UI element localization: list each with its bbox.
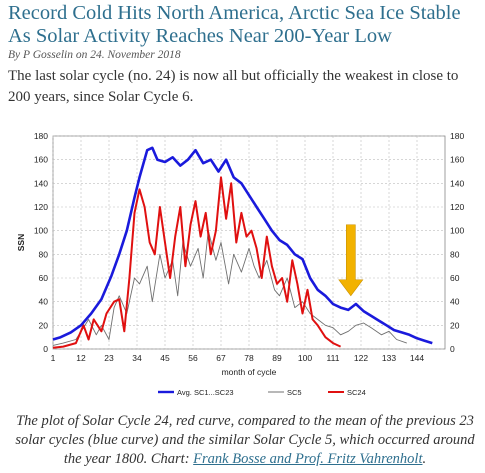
x-tick-label: 34	[132, 353, 142, 363]
intro-paragraph: The last solar cycle (no. 24) is now all…	[8, 68, 459, 105]
legend-label: SC24	[347, 388, 366, 397]
byline: By P Gosselin on 24. November 2018	[8, 49, 181, 61]
y-tick-label-right: 160	[450, 155, 464, 165]
figure-caption: The plot of Solar Cycle 24, red curve, c…	[15, 412, 475, 469]
x-tick-label: 12	[76, 353, 86, 363]
x-tick-label: 23	[104, 353, 114, 363]
x-tick-label: 1	[51, 353, 56, 363]
byline-prefix: By	[8, 49, 21, 61]
solar-cycle-chart: 0 0 20 20 40 40 60 60 80 80 100 100 120 120 140 140 160 1…	[8, 124, 476, 406]
x-tick-label: 89	[272, 353, 282, 363]
x-tick-label: 133	[382, 353, 396, 363]
y-tick-label-left: 60	[39, 273, 49, 283]
date-prefix: on	[75, 49, 88, 61]
y-tick-label-left: 80	[39, 249, 49, 259]
x-tick-label: 45	[160, 353, 170, 363]
series-line-sc24	[52, 176, 342, 349]
x-tick-label: 56	[188, 353, 198, 363]
yellow-arrow-annotation	[338, 224, 364, 297]
x-tick-label: 78	[244, 353, 254, 363]
author-link[interactable]: P Gosselin	[23, 49, 73, 61]
caption-end: .	[422, 451, 427, 467]
y-tick-label-right: 0	[450, 344, 455, 354]
x-tick-label: 67	[216, 353, 226, 363]
chart-svg: 0 0 20 20 40 40 60 60 80 80 100 100 120 120 140 140 160 1…	[16, 131, 464, 397]
y-tick-label-left: 100	[34, 226, 48, 236]
x-tick-label: 122	[354, 353, 368, 363]
post-date: 24. November 2018	[90, 49, 181, 61]
y-tick-label-left: 120	[34, 202, 48, 212]
y-tick-label-right: 80	[450, 249, 460, 259]
x-tick-label: 144	[410, 353, 424, 363]
y-tick-label-right: 40	[450, 297, 460, 307]
article-title[interactable]: Record Cold Hits North America, Arctic S…	[8, 2, 461, 47]
y-tick-label-right: 140	[450, 178, 464, 188]
y-tick-label-right: 60	[450, 273, 460, 283]
chart-source-link[interactable]: Frank Bosse and Prof. Fritz Vahrenholt	[193, 451, 423, 467]
legend-label: Avg. SC1...SC23	[177, 388, 234, 397]
y-axis-label: SSN	[16, 234, 26, 251]
legend-label: SC5	[287, 388, 302, 397]
y-tick-label-left: 160	[34, 155, 48, 165]
y-tick-label-right: 100	[450, 226, 464, 236]
y-tick-label-left: 20	[39, 320, 49, 330]
y-tick-label-right: 180	[450, 131, 464, 141]
y-tick-label-left: 180	[34, 131, 48, 141]
y-tick-label-right: 20	[450, 320, 460, 330]
x-axis-label: month of cycle	[222, 367, 277, 377]
caption-text: The plot of Solar Cycle 24, red curve, c…	[15, 413, 475, 467]
y-tick-label-left: 0	[43, 344, 48, 354]
y-tick-label-right: 120	[450, 202, 464, 212]
y-tick-label-left: 40	[39, 297, 49, 307]
x-tick-label: 111	[327, 353, 340, 363]
series-line-avg-sc1-sc23	[52, 146, 433, 345]
x-tick-label: 100	[298, 353, 312, 363]
series-line-sc5	[52, 230, 407, 346]
y-tick-label-left: 140	[34, 178, 48, 188]
